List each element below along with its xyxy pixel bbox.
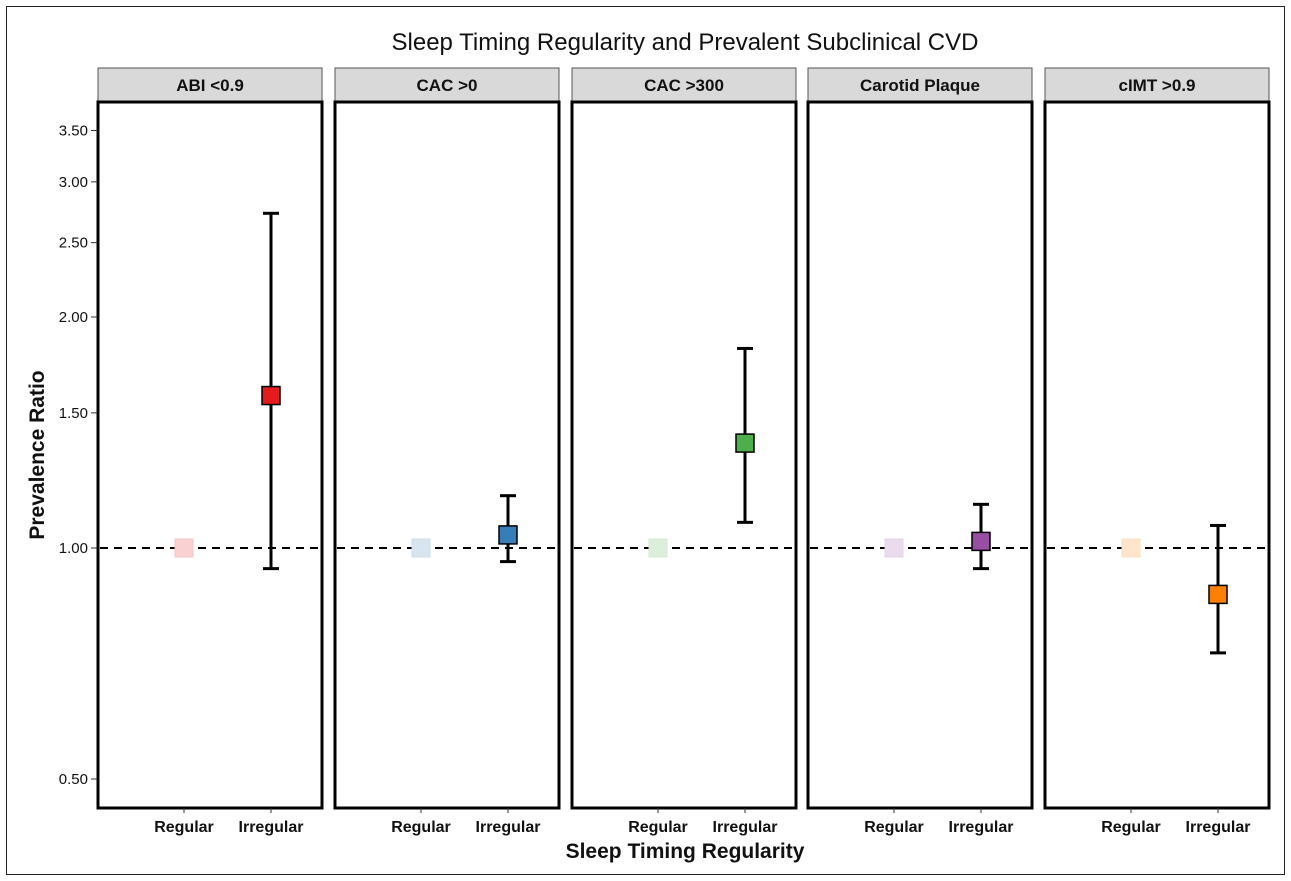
panel-border: [98, 102, 322, 808]
point-irregular: [1209, 585, 1227, 603]
point-regular: [649, 539, 667, 557]
y-axis-label: Prevalence Ratio: [26, 370, 49, 539]
panel-title: Carotid Plaque: [860, 76, 980, 95]
panel-title: CAC >300: [644, 76, 724, 95]
x-tick-label-regular: Regular: [1101, 819, 1161, 836]
panel: ABI <0.9 Regular Irregular: [98, 68, 322, 836]
x-tick-label-regular: Regular: [154, 819, 214, 836]
chart-title: Sleep Timing Regularity and Prevalent Su…: [392, 29, 979, 56]
x-tick-label-regular: Regular: [628, 819, 688, 836]
point-irregular: [736, 434, 754, 452]
panel: cIMT >0.9 Regular Irregular: [1045, 68, 1269, 836]
panels: ABI <0.9 Regular Irregular CAC >0 Regular Irr…: [98, 68, 1269, 836]
point-irregular: [262, 387, 280, 405]
panel-border: [1045, 102, 1269, 808]
panel: CAC >300 Regular Irregular: [572, 68, 796, 836]
x-tick-label-regular: Regular: [391, 819, 451, 836]
y-tick-label: 3.00: [59, 174, 88, 191]
panel-title: cIMT >0.9: [1118, 76, 1195, 95]
y-tick-label: 2.00: [59, 309, 88, 326]
point-irregular: [972, 532, 990, 550]
point-regular: [1122, 539, 1140, 557]
point-regular: [412, 539, 430, 557]
panel-border: [572, 102, 796, 808]
panel-border: [335, 102, 559, 808]
panel-title: ABI <0.9: [176, 76, 244, 95]
point-irregular: [499, 526, 517, 544]
point-regular: [175, 539, 193, 557]
y-tick-label: 1.50: [59, 405, 88, 422]
x-tick-label-irregular: Irregular: [1186, 819, 1251, 836]
y-tick-label: 0.50: [59, 771, 88, 788]
x-axis-label: Sleep Timing Regularity: [566, 840, 805, 863]
x-tick-label-irregular: Irregular: [239, 819, 304, 836]
x-tick-label-irregular: Irregular: [476, 819, 541, 836]
panel-title: CAC >0: [417, 76, 478, 95]
y-axis: 0.50 1.00 1.50 2.00 2.50 3.00 3.50: [59, 123, 97, 788]
y-tick-label: 2.50: [59, 235, 88, 252]
y-tick-label: 3.50: [59, 123, 88, 140]
x-tick-label-irregular: Irregular: [713, 819, 778, 836]
panel: Carotid Plaque Regular Irregular: [808, 68, 1032, 836]
point-regular: [885, 539, 903, 557]
panel-border: [808, 102, 1032, 808]
x-tick-label-irregular: Irregular: [949, 819, 1014, 836]
x-tick-label-regular: Regular: [864, 819, 924, 836]
y-tick-label: 1.00: [59, 540, 88, 557]
panel: CAC >0 Regular Irregular: [335, 68, 559, 836]
